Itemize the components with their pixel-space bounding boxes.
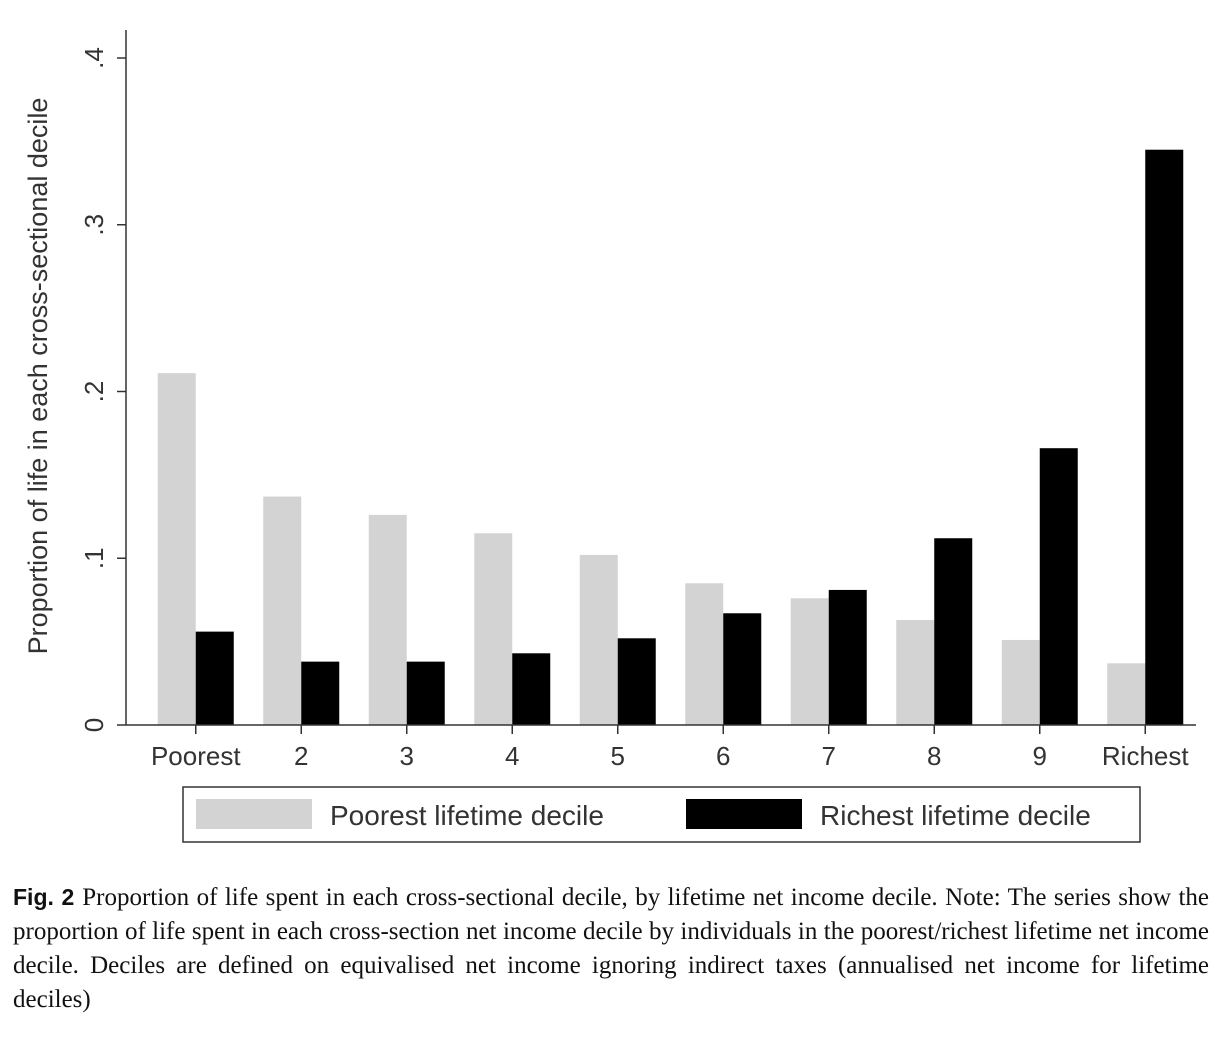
- bar-richest-lifetime-3: [406, 661, 445, 725]
- bar-poorest-lifetime-8: [896, 619, 935, 725]
- legend-label-richest: Richest lifetime decile: [820, 800, 1091, 831]
- x-tick-label: Richest: [1102, 741, 1189, 771]
- bar-richest-lifetime-5: [617, 638, 656, 725]
- bar-poorest-lifetime-4: [474, 533, 513, 725]
- legend-swatch-poorest: [196, 799, 312, 829]
- y-axis-title: Proportion of life in each cross-section…: [23, 98, 53, 655]
- bar-poorest-lifetime-1: [157, 373, 196, 725]
- y-tick-label: .3: [79, 214, 109, 236]
- bar-richest-lifetime-2: [301, 661, 340, 725]
- x-tick-label: 2: [294, 741, 308, 771]
- y-tick-label: 0: [79, 718, 109, 732]
- y-tick-label: .4: [79, 47, 109, 69]
- bar-poorest-lifetime-2: [263, 496, 302, 725]
- x-tick-label: 8: [927, 741, 941, 771]
- y-tick-label: .1: [79, 547, 109, 569]
- bar-richest-lifetime-1: [195, 631, 234, 725]
- bar-poorest-lifetime-3: [368, 514, 407, 725]
- bar-poorest-lifetime-9: [1001, 639, 1040, 725]
- bar-poorest-lifetime-6: [685, 583, 724, 725]
- x-tick-label: 6: [716, 741, 730, 771]
- x-tick-label: Poorest: [151, 741, 241, 771]
- bars: [157, 149, 1184, 725]
- legend-label-poorest: Poorest lifetime decile: [330, 800, 604, 831]
- legend-box: [182, 786, 1141, 843]
- y-axis: 0 .1 .2 .3 .4: [79, 30, 127, 732]
- x-tick-label: 3: [400, 741, 414, 771]
- bar-richest-lifetime-4: [512, 653, 551, 725]
- bar-poorest-lifetime-10: [1107, 663, 1146, 725]
- x-tick-label: 7: [822, 741, 836, 771]
- y-tick-label: .2: [79, 381, 109, 403]
- figure-label: Fig. 2: [13, 884, 75, 910]
- x-axis: Poorest 2 3 4 5 6 7 8 9 Richest: [126, 724, 1196, 771]
- x-tick-label: 5: [611, 741, 625, 771]
- bar-richest-lifetime-8: [934, 538, 973, 725]
- legend: Poorest lifetime decile Richest lifetime…: [182, 786, 1141, 843]
- bar-poorest-lifetime-5: [579, 554, 618, 725]
- bar-poorest-lifetime-7: [790, 598, 829, 725]
- bar-chart: 0 .1 .2 .3 .4 Poorest 2 3 4 5 6 7 8 9 Richest Proport…: [23, 30, 1196, 843]
- bar-richest-lifetime-10: [1145, 149, 1184, 725]
- bar-richest-lifetime-6: [723, 613, 762, 725]
- bar-richest-lifetime-7: [828, 589, 867, 725]
- x-tick-label: 4: [505, 741, 519, 771]
- legend-swatch-richest: [686, 799, 802, 829]
- figure-caption: Fig. 2 Proportion of life spent in each c…: [13, 880, 1209, 1017]
- caption-text: Proportion of life spent in each cross-s…: [13, 884, 1209, 1013]
- x-tick-label: 9: [1033, 741, 1047, 771]
- bar-richest-lifetime-9: [1039, 448, 1078, 725]
